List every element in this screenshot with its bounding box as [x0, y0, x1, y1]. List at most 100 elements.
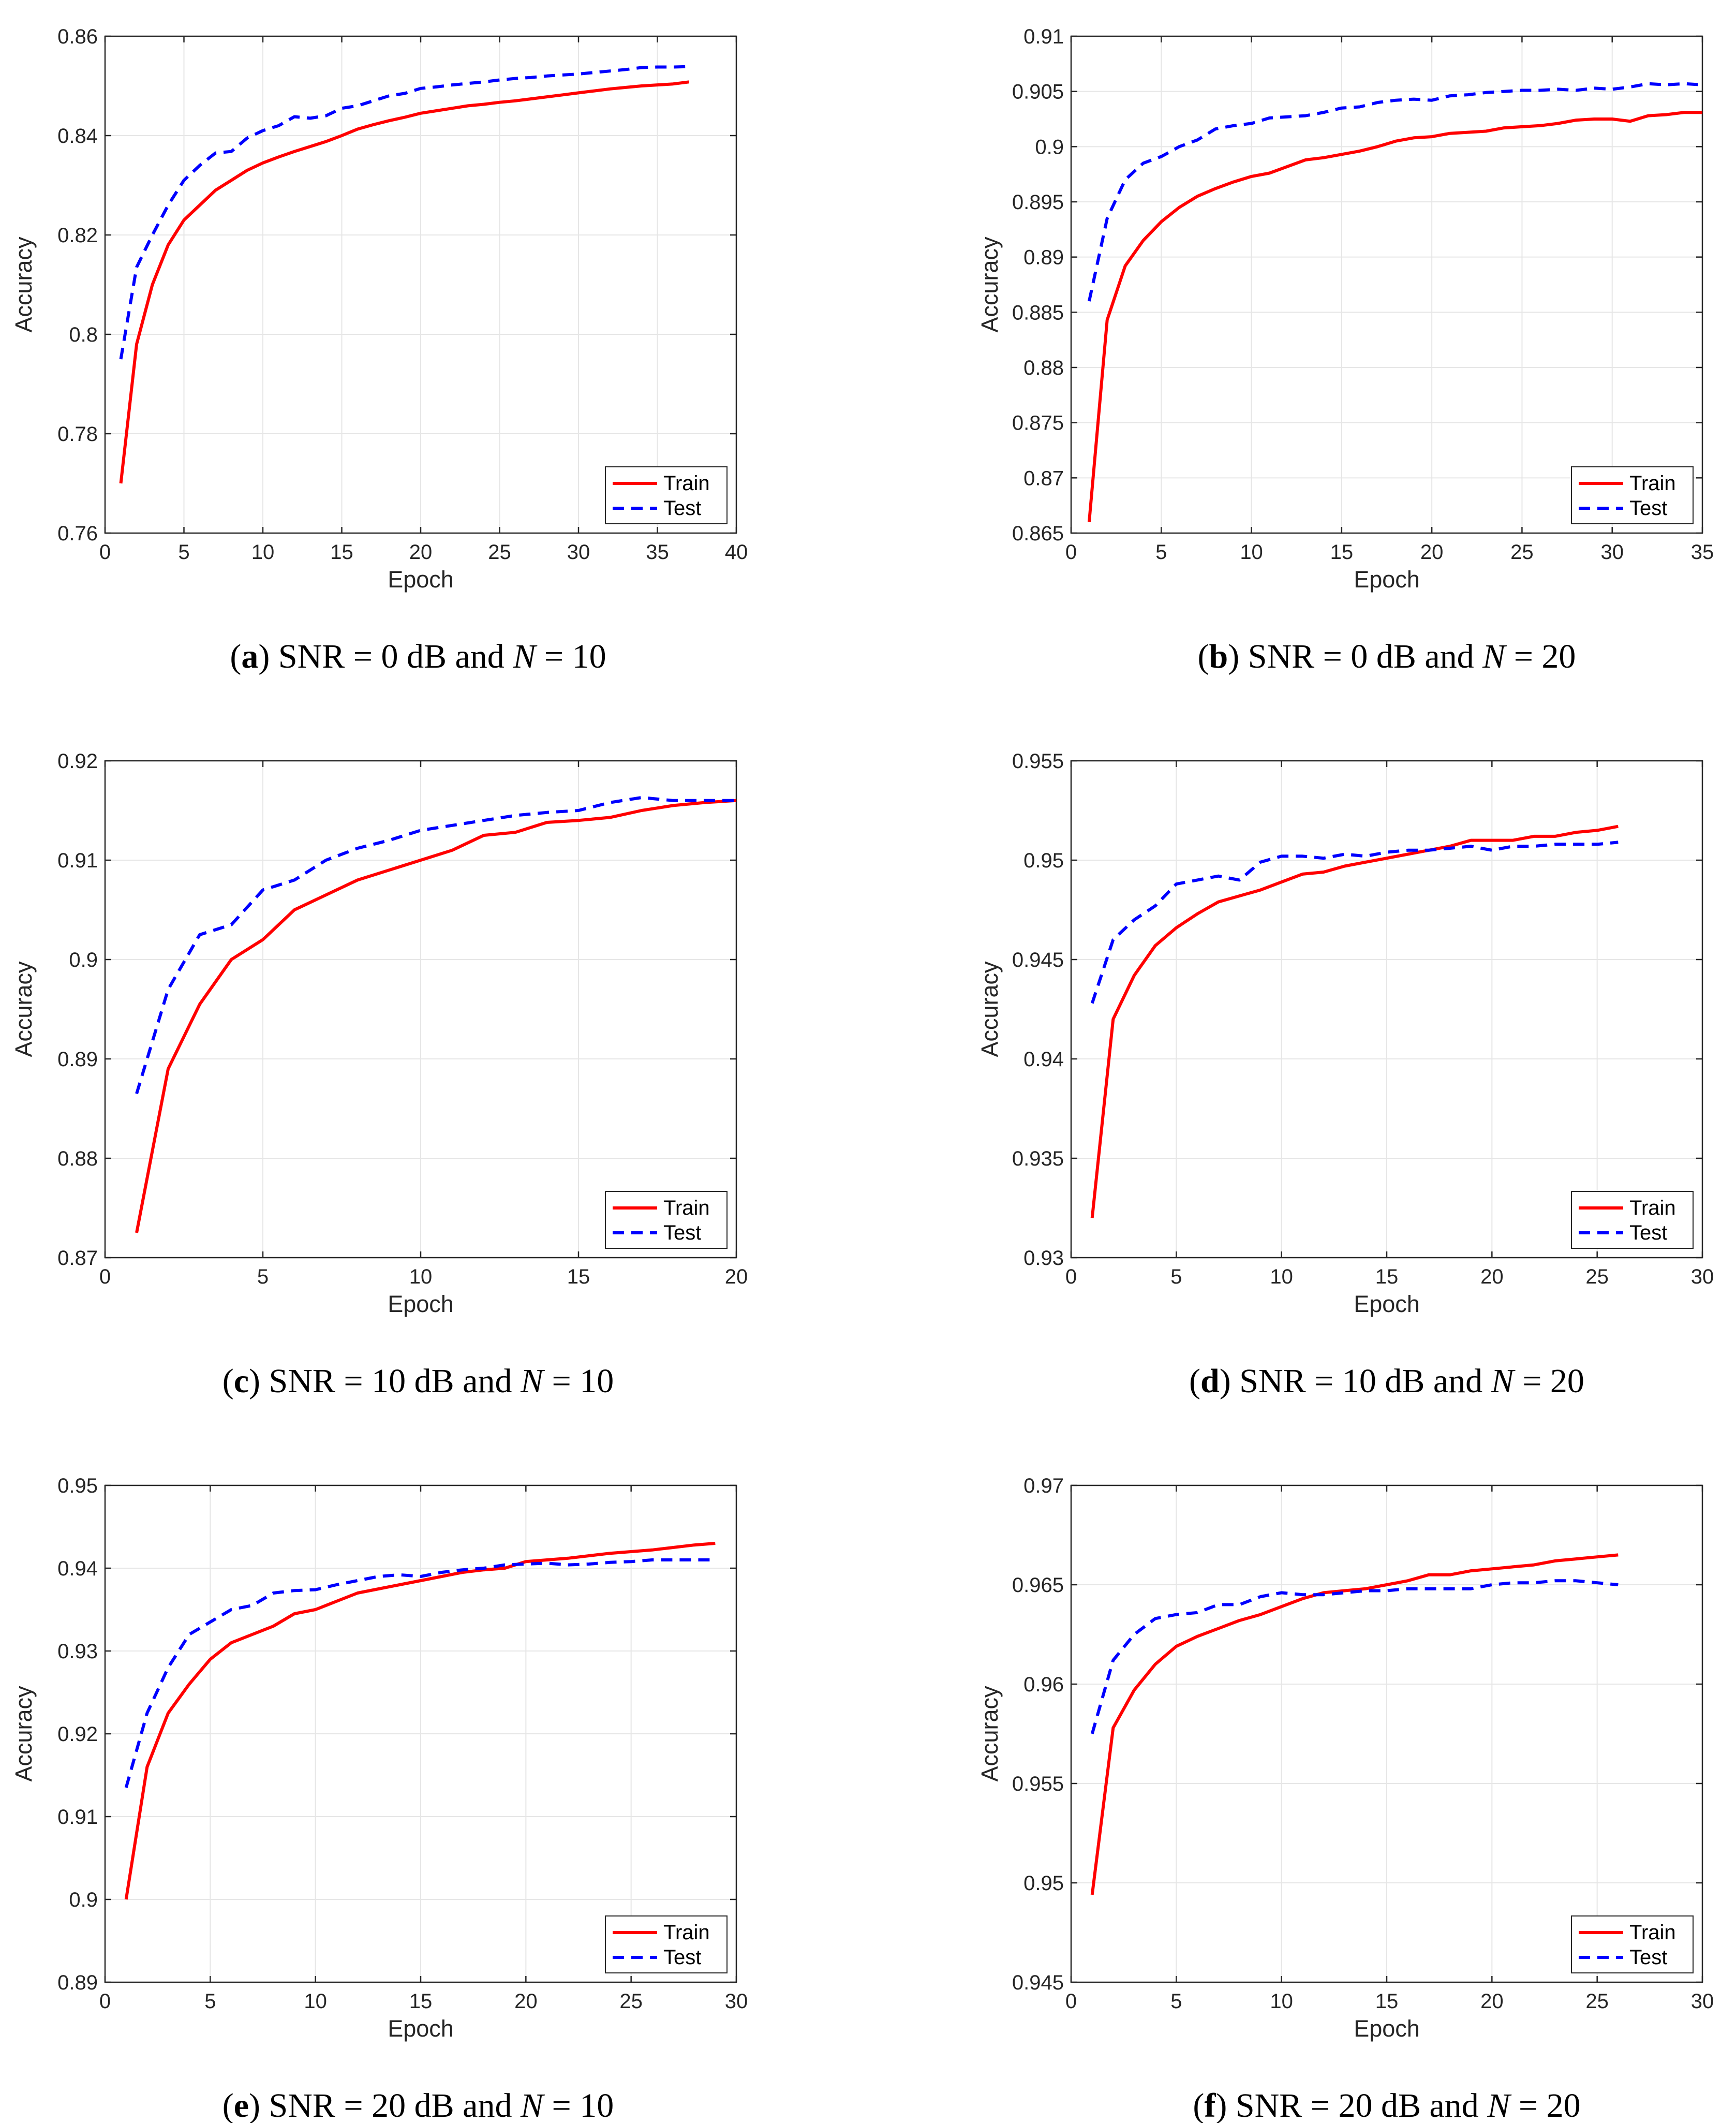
- chart-caption: (c) SNR = 10 dB and N = 10: [222, 1362, 614, 1400]
- axes-box: [104, 35, 737, 534]
- y-tick-label: 0.86: [57, 25, 98, 48]
- legend-box: [1571, 1191, 1694, 1249]
- y-tick-label: 0.91: [57, 849, 98, 872]
- y-tick-label: 0.885: [1012, 301, 1064, 324]
- x-tick-label: 15: [1330, 541, 1354, 564]
- chart-panel-e: 0 5 10 15 20 25 30 0.89 0.9 0.91 0.92 0.93 0.94 0.95 E…: [10, 1475, 748, 2123]
- x-tick-label: 30: [1691, 1265, 1714, 1288]
- x-axis-label: Epoch: [1354, 2015, 1420, 2042]
- axes-box: [1070, 1484, 1703, 1983]
- legend-train-label: Train: [1629, 1921, 1676, 1944]
- x-tick-label: 20: [1480, 1990, 1504, 2013]
- y-tick-label: 0.8: [69, 323, 98, 346]
- y-tick-label: 0.89: [1023, 246, 1064, 269]
- legend-box: [605, 1915, 728, 1973]
- caption-text: SNR = 10 dB and: [1239, 1362, 1491, 1400]
- x-tick-label: 15: [409, 1990, 433, 2013]
- y-tick-label: 0.945: [1012, 949, 1064, 971]
- caption-text: SNR = 0 dB and: [1248, 638, 1482, 675]
- x-tick-label: 0: [99, 541, 111, 564]
- x-tick-label: 0: [1065, 1990, 1077, 2013]
- x-tick-label: 35: [1691, 541, 1714, 564]
- y-tick-label: 0.92: [57, 750, 98, 773]
- caption-text: = 10: [543, 1362, 614, 1400]
- test-series-line: [1090, 1579, 1619, 1734]
- test-series-line: [1090, 841, 1619, 1004]
- x-tick-label: 25: [1585, 1265, 1609, 1288]
- caption-text: (: [230, 638, 241, 675]
- y-axis-label: Accuracy: [10, 1686, 37, 1782]
- caption-variable: N: [1487, 2087, 1512, 2123]
- train-series-line: [119, 80, 689, 484]
- x-tick-label: 5: [204, 1990, 216, 2013]
- y-tick-label: 0.91: [1023, 25, 1064, 48]
- axes-box: [1070, 760, 1703, 1259]
- x-tick-label: 30: [567, 541, 590, 564]
- legend-train-label: Train: [1629, 1197, 1676, 1219]
- caption-text: SNR = 10 dB and: [269, 1362, 521, 1400]
- caption-text: (: [222, 2087, 234, 2123]
- y-tick-label: 0.97: [1023, 1475, 1064, 1497]
- chart-caption: (a) SNR = 0 dB and N = 10: [230, 638, 606, 675]
- caption-variable: N: [512, 638, 538, 675]
- x-tick-label: 5: [257, 1265, 269, 1288]
- legend-test-label: Test: [1629, 1221, 1667, 1244]
- caption-variable: N: [1491, 1362, 1516, 1400]
- x-tick-label: 15: [1375, 1265, 1399, 1288]
- y-tick-label: 0.905: [1012, 81, 1064, 104]
- y-tick-label: 0.93: [57, 1640, 98, 1663]
- x-tick-label: 20: [409, 541, 433, 564]
- y-tick-label: 0.865: [1012, 522, 1064, 545]
- y-tick-label: 0.78: [57, 423, 98, 446]
- y-tick-label: 0.95: [57, 1475, 98, 1497]
- caption-text: ): [1215, 2087, 1235, 2123]
- y-tick-label: 0.92: [57, 1723, 98, 1746]
- caption-text: SNR = 0 dB and: [278, 638, 513, 675]
- test-series-line: [119, 65, 689, 360]
- x-axis-label: Epoch: [388, 1291, 454, 1317]
- caption-text: = 20: [1505, 638, 1576, 675]
- y-axis-label: Accuracy: [10, 961, 37, 1057]
- y-tick-label: 0.9: [69, 949, 98, 971]
- x-tick-label: 10: [1270, 1990, 1293, 2013]
- chart-caption: (e) SNR = 20 dB and N = 10: [222, 2087, 614, 2123]
- chart-panel-a: 0 5 10 15 20 25 30 35 40 0.76 0.78 0.8 0.82 0.84 0.86 E…: [10, 25, 748, 675]
- chart-panel-f: 0 5 10 15 20 25 30 0.945 0.95 0.955 0.96 0.965 0.97 E…: [976, 1475, 1714, 2123]
- y-tick-label: 0.9: [1035, 136, 1064, 158]
- test-series-line: [135, 796, 736, 1095]
- y-axis-label: Accuracy: [10, 237, 37, 333]
- legend-box: [1571, 1915, 1694, 1973]
- y-tick-label: 0.9: [69, 1889, 98, 1911]
- y-tick-label: 0.87: [1023, 467, 1064, 490]
- x-tick-label: 25: [1510, 541, 1534, 564]
- legend-train-label: Train: [1629, 472, 1676, 495]
- chart-caption: (b) SNR = 0 dB and N = 20: [1198, 638, 1576, 675]
- x-tick-label: 15: [567, 1265, 590, 1288]
- y-tick-label: 0.95: [1023, 1872, 1064, 1895]
- caption-letter: f: [1204, 2087, 1216, 2123]
- legend-train-label: Train: [663, 1197, 710, 1219]
- y-tick-label: 0.895: [1012, 191, 1064, 214]
- caption-letter: d: [1200, 1362, 1220, 1400]
- caption-text: ): [1228, 638, 1248, 675]
- train-series-line: [124, 1542, 716, 1900]
- legend-box: [605, 466, 728, 524]
- y-tick-label: 0.965: [1012, 1574, 1064, 1597]
- caption-text: = 10: [543, 2087, 614, 2123]
- x-tick-label: 5: [1155, 541, 1167, 564]
- x-tick-label: 0: [99, 1990, 111, 2013]
- caption-letter: e: [234, 2087, 249, 2123]
- y-tick-label: 0.82: [57, 224, 98, 247]
- axes-box: [1070, 35, 1703, 534]
- x-tick-label: 0: [1065, 1265, 1077, 1288]
- axes-box: [104, 760, 737, 1259]
- legend-test-label: Test: [1629, 497, 1667, 520]
- y-axis-label: Accuracy: [976, 961, 1003, 1057]
- x-tick-label: 0: [1065, 541, 1077, 564]
- x-tick-label: 30: [725, 1990, 748, 2013]
- train-series-line: [1090, 1553, 1619, 1895]
- y-tick-label: 0.94: [1023, 1048, 1064, 1071]
